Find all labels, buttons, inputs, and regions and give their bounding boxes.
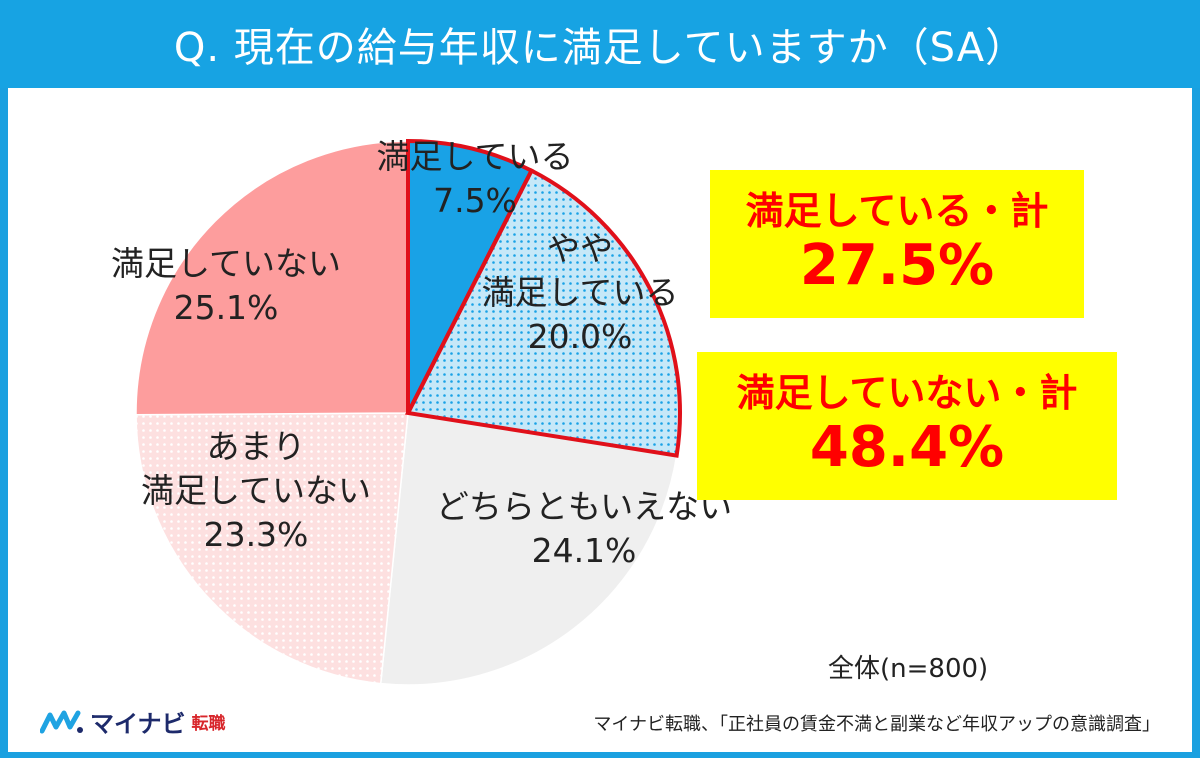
slice-category: あまり [207, 427, 306, 466]
slice-highlight-outline [404, 167, 682, 458]
slice-category: 満足している [376, 137, 573, 176]
slice-value: 20.0% [528, 317, 633, 356]
slice-label: あまり満足していない 23.3% [141, 427, 371, 554]
slice-highlight-outline [406, 138, 535, 414]
logo: マイナビ 転職 [40, 704, 226, 739]
logo-sub: 転職 [191, 714, 226, 734]
slice-category: 満足している [481, 273, 678, 312]
slice-label: 満足していない 25.1% [111, 244, 341, 327]
pie-slices [135, 140, 681, 686]
satisfied-total-box: 満足している・計 27.5% [710, 170, 1084, 318]
slice-labels: 満足している 7.5%やや満足している 20.0%どちらともいえない 24.1%あまり… [111, 137, 732, 570]
pie-slice [135, 412, 409, 685]
source-note: マイナビ転職、「正社員の賃金不満と副業など年収アップの意識調査」 [593, 714, 1160, 735]
slice-value: 23.3% [204, 515, 309, 554]
chart-title: Q. 現在の給与年収に満足していますか（SA） [173, 25, 1027, 71]
slice-value: 24.1% [532, 531, 637, 570]
title-bar: Q. 現在の給与年収に満足していますか（SA） [0, 0, 1200, 88]
unsatisfied-total-value: 48.4% [809, 414, 1005, 480]
unsatisfied-total-label: 満足していない・計 [736, 370, 1078, 415]
logo-icon [40, 710, 83, 733]
slice-category: 満足していない [141, 471, 371, 510]
slice-category: 満足していない [111, 244, 341, 283]
pie-slice [135, 140, 409, 416]
satisfied-total-label: 満足している・計 [745, 188, 1049, 233]
logo-main: マイナビ [90, 710, 186, 738]
slice-value: 7.5% [433, 181, 517, 220]
unsatisfied-total-box: 満足していない・計 48.4% [697, 352, 1117, 500]
slice-label: 満足している 7.5% [376, 137, 573, 220]
slice-category: どちらともいえない [436, 487, 732, 526]
slice-category: やや [547, 229, 613, 268]
highlight-outline [404, 138, 682, 458]
sample-size: 全体(n=800) [828, 654, 989, 684]
pie-slice [379, 412, 678, 686]
slice-label: どちらともいえない 24.1% [436, 487, 732, 570]
satisfied-total-value: 27.5% [799, 232, 995, 298]
slice-label: やや満足している 20.0% [481, 229, 678, 356]
slice-value: 25.1% [174, 288, 279, 327]
